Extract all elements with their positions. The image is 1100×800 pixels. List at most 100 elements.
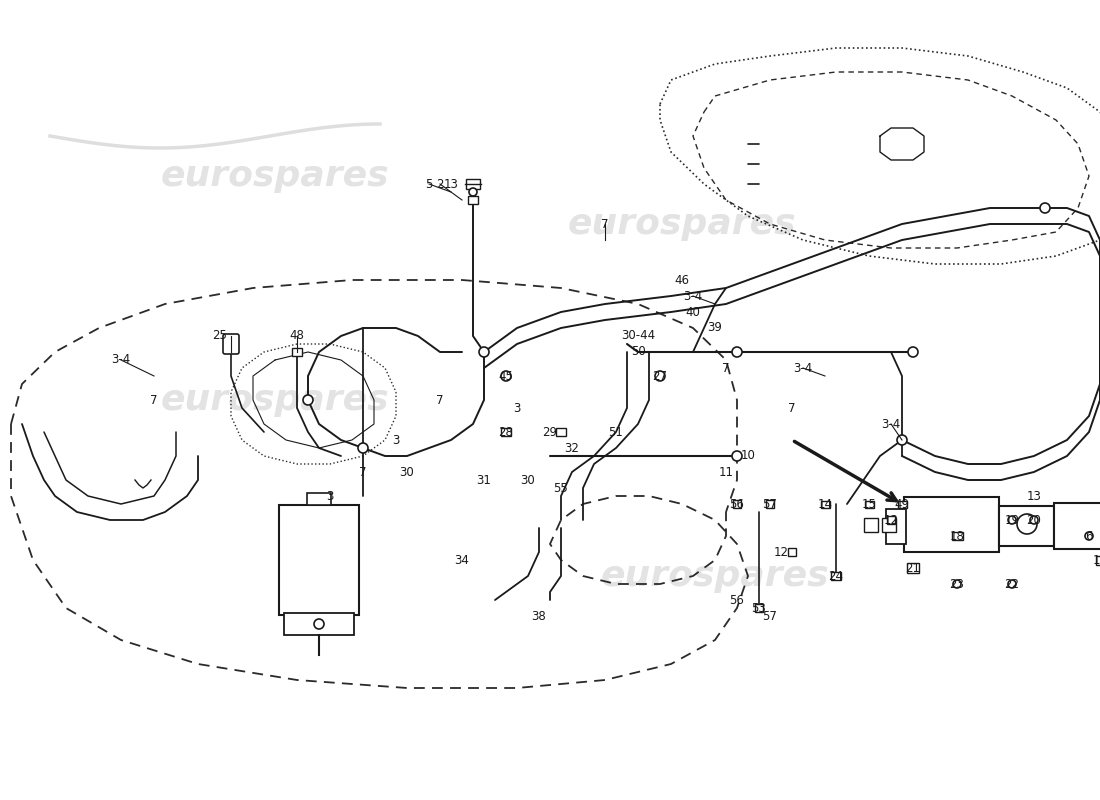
Text: 34: 34 [454,554,470,566]
Circle shape [358,443,368,453]
Text: 25: 25 [212,330,228,342]
Text: 32: 32 [564,442,580,454]
Text: 22: 22 [1004,578,1020,590]
Bar [1096,555,1100,565]
Text: 3-4: 3-4 [111,354,131,366]
Text: 38: 38 [531,610,547,622]
Bar [898,501,906,507]
Text: 57: 57 [762,610,778,622]
Text: 18: 18 [949,530,965,542]
Bar [292,348,302,356]
Text: 3: 3 [514,402,520,414]
Text: 19: 19 [1004,514,1020,526]
Text: 56: 56 [729,498,745,510]
Bar [500,428,512,436]
Bar [830,572,842,580]
Text: 50: 50 [630,346,646,358]
Text: 53: 53 [751,602,767,614]
Bar [466,179,480,189]
Bar [307,493,331,505]
Text: 10: 10 [740,450,756,462]
Text: 6: 6 [1086,530,1092,542]
Text: 23: 23 [949,578,965,590]
Bar [887,516,895,524]
Text: 55: 55 [553,482,569,494]
Circle shape [654,371,666,381]
Text: eurospares: eurospares [161,383,389,417]
Bar [865,501,873,507]
Bar [755,604,763,612]
Text: 12: 12 [773,546,789,558]
Bar [864,518,878,532]
Circle shape [908,347,918,357]
Bar [279,505,359,615]
Text: 49: 49 [894,498,910,510]
Circle shape [1008,516,1016,524]
Text: 3: 3 [393,434,399,446]
Bar [999,506,1054,546]
Circle shape [469,188,477,196]
Bar [886,509,906,544]
Text: 3: 3 [327,490,333,502]
Text: 57: 57 [762,498,778,510]
Bar [908,563,918,573]
FancyBboxPatch shape [223,334,239,354]
Text: 30: 30 [520,474,536,486]
Text: 45: 45 [498,370,514,382]
Circle shape [500,371,512,381]
Bar [733,500,741,508]
Text: 16: 16 [1092,554,1100,566]
Text: 5: 5 [426,178,432,190]
Text: 39: 39 [707,322,723,334]
Bar [904,497,999,551]
Circle shape [302,395,313,405]
Circle shape [314,619,324,629]
Circle shape [1018,514,1037,534]
Text: 30: 30 [399,466,415,478]
Bar [766,500,774,508]
Text: eurospares: eurospares [568,207,796,241]
Circle shape [1085,532,1093,540]
Circle shape [1040,203,1050,213]
Text: 13: 13 [1026,490,1042,502]
Text: 3-4: 3-4 [793,362,813,374]
Text: 7: 7 [360,466,366,478]
Text: 27: 27 [652,370,668,382]
Text: 12: 12 [883,514,899,526]
Text: 13: 13 [443,178,459,190]
Text: 3-4: 3-4 [881,418,901,430]
Bar [882,518,896,532]
Bar [1054,503,1100,549]
Text: eurospares: eurospares [161,159,389,193]
Text: 56: 56 [729,594,745,606]
Text: 7: 7 [789,402,795,414]
Text: 31: 31 [476,474,492,486]
Text: 20: 20 [1026,514,1042,526]
Text: 2: 2 [437,178,443,190]
Text: 29: 29 [542,426,558,438]
Text: 51: 51 [608,426,624,438]
Circle shape [953,580,961,588]
Bar [556,428,566,436]
Circle shape [732,451,742,461]
Circle shape [732,347,742,357]
Text: 7: 7 [437,394,443,406]
Bar [821,501,829,507]
Text: 24: 24 [828,570,844,582]
Text: 30-44: 30-44 [620,330,656,342]
Circle shape [1030,516,1038,524]
Circle shape [1008,580,1016,588]
Text: 11: 11 [718,466,734,478]
Text: 7: 7 [723,362,729,374]
Text: 46: 46 [674,274,690,286]
Text: eurospares: eurospares [601,559,829,593]
Text: 15: 15 [861,498,877,510]
Bar [788,548,796,556]
Circle shape [478,347,490,357]
Text: 7: 7 [602,218,608,230]
Text: 21: 21 [905,562,921,574]
Text: 7: 7 [151,394,157,406]
Circle shape [896,435,907,445]
Text: 40: 40 [685,306,701,318]
Bar [284,613,354,635]
